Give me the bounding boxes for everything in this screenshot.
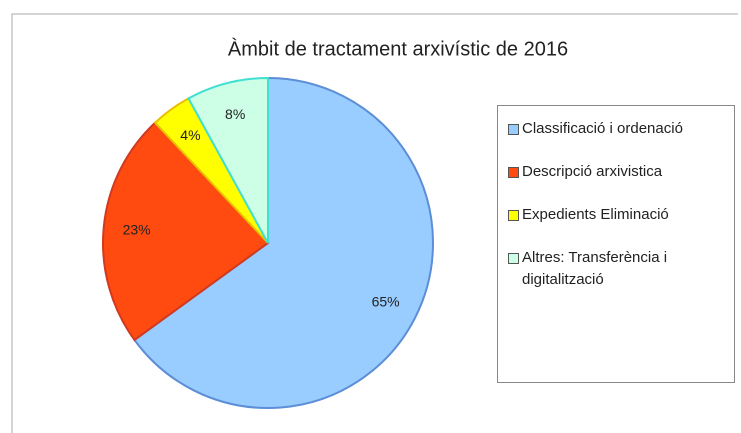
pie-slice <box>187 76 269 244</box>
legend-label: Classificació i ordenació <box>522 120 683 137</box>
legend-swatch <box>508 210 519 221</box>
legend-item: Altres: Transferència i digitalització <box>508 247 724 291</box>
legend-label: Altres: Transferència i digitalització <box>522 249 668 288</box>
data-label: 8% <box>225 106 245 122</box>
legend-item: Expedients Eliminació <box>508 204 724 226</box>
legend-item: Descripció arxivistica <box>508 161 724 183</box>
legend-swatch <box>508 124 519 135</box>
data-label: 4% <box>180 127 200 143</box>
legend-label: Expedients Eliminació <box>522 206 669 223</box>
legend-swatch <box>508 167 519 178</box>
legend-label: Descripció arxivistica <box>522 163 663 180</box>
legend-item: Classificació i ordenació <box>508 118 724 140</box>
legend: Classificació i ordenació Descripció arxi… <box>497 105 735 383</box>
legend-swatch <box>508 253 519 264</box>
pie-slice <box>133 76 434 409</box>
frame <box>11 13 738 433</box>
data-label: 23% <box>123 221 151 237</box>
chart-title: Àmbit de tractament arxivístic de 2016 <box>228 37 568 60</box>
data-label: 65% <box>372 294 400 310</box>
pie-slice <box>102 121 270 342</box>
